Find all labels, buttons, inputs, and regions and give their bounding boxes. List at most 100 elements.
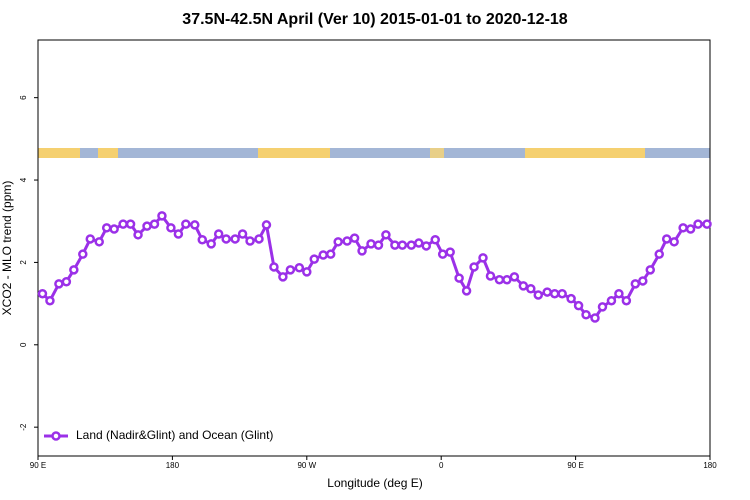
- data-point: [702, 219, 712, 229]
- data-point: [606, 295, 617, 306]
- data-point: [373, 240, 384, 250]
- map-strip: [38, 148, 710, 158]
- data-point: [693, 219, 703, 229]
- data-point: [638, 276, 648, 286]
- data-point: [549, 288, 560, 299]
- data-point: [245, 236, 255, 246]
- data-point: [597, 302, 608, 312]
- data-point: [221, 234, 231, 244]
- data-point: [197, 235, 208, 245]
- x-tick-label: 90 E: [567, 461, 583, 470]
- legend-label: Land (Nadir&Glint) and Ocean (Glint): [76, 428, 273, 442]
- data-point: [678, 223, 688, 233]
- data-point: [94, 237, 104, 247]
- x-tick-label: 90 W: [297, 461, 316, 470]
- data-point: [390, 240, 400, 250]
- x-tick-label: 0: [439, 461, 444, 470]
- data-point: [669, 237, 679, 247]
- data-point: [173, 229, 184, 239]
- x-tick-label: 180: [703, 461, 717, 470]
- data-point: [542, 287, 552, 297]
- data-point: [406, 240, 417, 250]
- data-point: [654, 249, 664, 259]
- y-tick-label: 4: [19, 177, 28, 182]
- data-point: [485, 271, 496, 281]
- data-point: [685, 224, 696, 234]
- data-point: [206, 239, 216, 249]
- data-point: [581, 309, 591, 320]
- data-point: [437, 249, 448, 259]
- data-point: [573, 300, 584, 311]
- data-point: [125, 219, 136, 229]
- data-point: [661, 234, 672, 244]
- data-point: [614, 288, 624, 299]
- y-axis-label: XCO2 - MLO trend (ppm): [0, 181, 14, 316]
- chart-title: 37.5N-42.5N April (Ver 10) 2015-01-01 to…: [182, 11, 568, 28]
- data-point: [502, 274, 512, 285]
- data-point: [54, 279, 64, 289]
- data-point: [118, 219, 128, 229]
- y-tick-label: 6: [19, 95, 28, 100]
- data-point: [645, 265, 656, 275]
- data-point: [294, 263, 305, 273]
- data-point: [285, 265, 296, 275]
- data-point: [237, 229, 248, 239]
- data-point: [78, 249, 88, 259]
- data-point: [269, 262, 279, 272]
- data-point: [61, 277, 72, 287]
- data-point: [325, 249, 336, 259]
- y-tick-label: 2: [19, 260, 28, 265]
- data-point: [142, 221, 152, 231]
- data-point: [342, 236, 352, 246]
- data-point: [445, 247, 455, 257]
- data-point: [533, 290, 544, 300]
- data-point: [69, 265, 79, 275]
- data-point: [278, 272, 288, 282]
- data-point: [157, 211, 167, 221]
- data-point: [414, 238, 424, 248]
- data-point: [333, 237, 343, 247]
- data-point: [254, 234, 264, 244]
- data-point: [397, 240, 408, 250]
- x-tick-label: 180: [166, 461, 180, 470]
- data-point: [133, 230, 143, 240]
- data-point: [101, 223, 112, 233]
- data-point: [181, 219, 191, 229]
- data-point: [166, 223, 176, 233]
- data-point: [454, 273, 464, 283]
- data-point: [149, 219, 160, 229]
- data-point: [37, 288, 48, 299]
- data-point: [518, 281, 529, 291]
- data-point: [213, 229, 224, 239]
- legend-marker: [51, 431, 61, 441]
- data-point: [357, 246, 367, 256]
- data-point: [630, 279, 641, 289]
- data-point: [261, 220, 272, 230]
- data-point: [469, 262, 479, 272]
- data-point: [309, 254, 320, 264]
- data-point: [349, 233, 360, 243]
- data-point: [109, 224, 119, 234]
- x-tick-label: 90 E: [30, 461, 46, 470]
- data-point: [85, 234, 96, 244]
- x-axis-label: Longitude (deg E): [327, 476, 422, 490]
- data-point: [494, 274, 505, 285]
- data-point: [190, 220, 200, 230]
- data-point: [621, 295, 632, 306]
- plot-frame: [37, 39, 711, 457]
- data-point: [590, 313, 600, 323]
- data-point: [45, 295, 55, 306]
- data-point: [318, 250, 328, 260]
- data-point: [381, 230, 391, 240]
- data-point: [366, 239, 376, 249]
- y-tick-label: -2: [19, 423, 28, 431]
- data-point: [509, 272, 520, 282]
- y-tick-label: 0: [19, 342, 28, 347]
- data-point: [478, 253, 488, 263]
- data-point: [566, 293, 576, 304]
- data-point: [230, 234, 240, 244]
- data-point: [557, 288, 567, 299]
- data-point: [430, 235, 440, 245]
